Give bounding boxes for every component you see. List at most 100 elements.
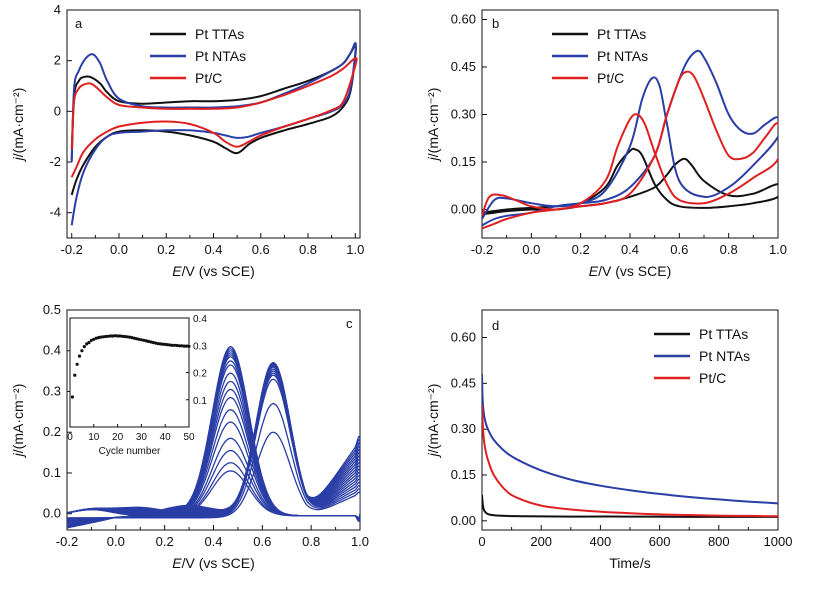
inset-data-point	[177, 344, 182, 348]
y-axis-label-symbol: j	[425, 156, 441, 162]
inset-data-point	[149, 340, 153, 344]
y-tick-label: 0.15	[451, 154, 476, 169]
inset-data-point	[123, 334, 127, 339]
x-axis-label-symbol: E	[172, 555, 182, 571]
panel-label: c	[346, 316, 353, 331]
x-axis-label: E/V (vs SCE)	[172, 555, 254, 571]
plot-frame	[481, 309, 779, 531]
series-line	[482, 70, 778, 230]
inset-data-point	[89, 338, 93, 342]
y-tick-label: 0.0	[43, 506, 61, 521]
inset-data-point	[113, 334, 117, 338]
x-axis-label: Time/s	[609, 555, 650, 571]
x-tick-label: 0.0	[522, 242, 540, 257]
x-tick-label: 0.2	[572, 242, 590, 257]
inset-data-point	[151, 340, 155, 345]
inset-data-point	[142, 338, 146, 342]
y-axis-label-text: /(mA·cm⁻²)	[425, 88, 441, 158]
inset-data-point	[163, 342, 167, 346]
x-tick-label: 0.4	[621, 242, 639, 257]
x-tick-label: 0.0	[110, 242, 128, 257]
inset-data-point	[94, 336, 98, 340]
y-tick-label: 0.45	[451, 59, 476, 74]
x-tick-label: 0.8	[299, 242, 317, 257]
inset-data-point	[92, 337, 96, 341]
inset-data-point	[104, 334, 108, 339]
x-tick-label: 1000	[764, 534, 793, 549]
inset-data-point	[130, 336, 134, 340]
y-tick-label: 0.30	[451, 107, 476, 122]
plot-area	[482, 374, 778, 518]
series-line	[70, 44, 357, 196]
inset-data-point	[166, 343, 170, 347]
x-axis-label-text: /V (vs SCE)	[598, 263, 671, 279]
inset-data-point	[139, 338, 143, 342]
inset-data-point	[137, 337, 141, 341]
inset-data-point	[185, 344, 189, 348]
inset-data-point	[187, 344, 191, 348]
x-tick-label: 0.8	[302, 534, 320, 549]
inset-data-point	[125, 335, 129, 339]
inset-y-tick-label: 0.2	[193, 369, 207, 380]
inset-data-point	[182, 344, 186, 348]
inset-data-point	[154, 341, 158, 345]
y-tick-label: 0.00	[451, 202, 476, 217]
panel-label: d	[492, 318, 499, 333]
x-tick-label: 0.6	[670, 242, 688, 257]
y-axis-label-text: /(mA·cm⁻²)	[425, 384, 441, 454]
legend-label: Pt TTAs	[195, 26, 244, 42]
inset-data-point	[170, 343, 174, 347]
x-axis-label: E/V (vs SCE)	[172, 263, 254, 279]
inset-x-tick-label: 10	[88, 432, 100, 443]
inset-data-point	[120, 334, 124, 338]
x-tick-label: 0.2	[156, 534, 174, 549]
inset-data-point	[82, 345, 86, 349]
panel-a: -0.2 0.0 0.2 0.4 0.6 0.8 1.0 4 2 0 -2 -4 E/V (vs SCE…	[10, 2, 364, 279]
x-tick-label: 0.0	[107, 534, 125, 549]
x-tick-label: 200	[530, 534, 552, 549]
inset-data-point	[146, 339, 151, 343]
inset-data-point	[111, 334, 115, 338]
y-axis-label-text: /(mA·cm⁻²)	[10, 384, 26, 454]
y-tick-label: -2	[49, 154, 61, 169]
panel-label: b	[492, 16, 499, 31]
y-tick-label: 0.60	[451, 330, 476, 345]
inset-data-point	[75, 362, 79, 366]
y-tick-label: 2	[54, 53, 61, 68]
x-axis-label-text: /V (vs SCE)	[182, 263, 255, 279]
inset-data-point	[175, 343, 179, 348]
x-tick-label: 0.4	[204, 534, 222, 549]
x-tick-label: 1.0	[769, 242, 787, 257]
legend-label: Pt TTAs	[699, 326, 748, 342]
plot-frame	[66, 9, 361, 239]
panel-label: a	[75, 16, 83, 31]
inset-data-point	[108, 334, 113, 338]
x-tick-label: 0.6	[253, 534, 271, 549]
x-axis-label-symbol: E	[172, 263, 182, 279]
legend-label: Pt/C	[597, 70, 624, 86]
plot-area	[482, 49, 778, 230]
inset-data-point	[118, 334, 122, 338]
inset-data-point	[101, 335, 105, 339]
inset-data-point	[106, 334, 110, 338]
inset-y-tick-label: 0.1	[193, 396, 207, 407]
panel-d: 0 200 400 600 800 1000 0.60 0.45 0.30 0.15 0.00 Tim…	[425, 309, 793, 571]
y-tick-label: 0.1	[43, 465, 61, 480]
legend-label: Pt NTAs	[195, 48, 246, 64]
inset-x-axis-label: Cycle number	[99, 446, 161, 457]
y-tick-label: 4	[54, 2, 61, 17]
legend-label: Pt TTAs	[597, 26, 646, 42]
series-line	[482, 404, 778, 518]
y-tick-label: 0.4	[43, 343, 61, 358]
inset-x-tick-label: 0	[67, 432, 73, 443]
inset-data-point	[135, 337, 139, 341]
inset-data-point	[158, 342, 162, 346]
x-tick-label: 600	[649, 534, 671, 549]
y-axis-label-symbol: j	[425, 452, 441, 458]
inset-data-point	[116, 334, 120, 338]
legend-label: Pt NTAs	[597, 48, 648, 64]
inset-x-tick-label: 20	[112, 432, 124, 443]
legend-label: Pt/C	[195, 70, 222, 86]
x-tick-label: -0.2	[56, 534, 78, 549]
